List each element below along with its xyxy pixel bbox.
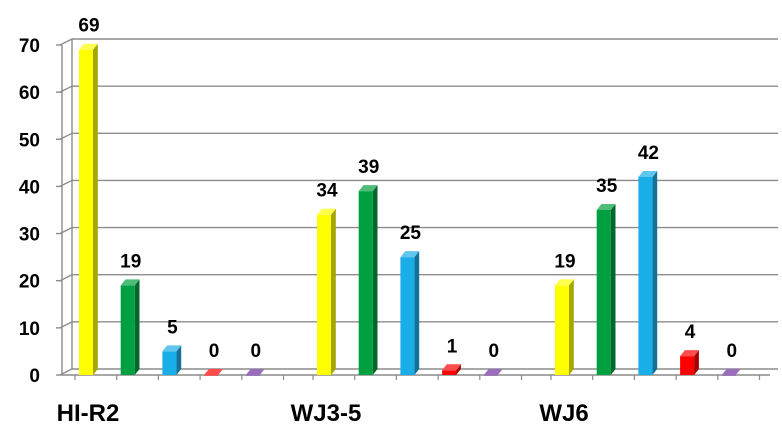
bar-top: [358, 185, 378, 192]
bar-front: [442, 370, 457, 375]
bar-side: [456, 364, 461, 375]
bar-top: [79, 43, 98, 50]
bar-top: [555, 279, 574, 286]
bar: [317, 208, 336, 375]
gridline: [59, 38, 778, 46]
data-label: 5: [167, 317, 178, 338]
bar-top: [442, 364, 461, 371]
bar-side: [694, 350, 699, 375]
bar-side: [414, 251, 420, 375]
bar: [358, 185, 378, 375]
bar-front: [555, 285, 569, 375]
bar: [596, 204, 616, 375]
data-label: 0: [209, 341, 220, 362]
y-tick-label: 0: [29, 366, 40, 387]
bar-top: [120, 279, 140, 286]
bar-front: [120, 285, 135, 375]
bar-front: [400, 257, 415, 375]
bar-front: [317, 214, 331, 375]
data-label: 42: [638, 143, 659, 164]
data-label: 34: [316, 181, 338, 202]
data-label: 0: [489, 341, 500, 362]
bar: [555, 279, 574, 375]
bar-front: [162, 351, 177, 375]
y-tick-label: 50: [19, 130, 40, 151]
y-tick-label: 40: [19, 177, 40, 198]
bar-top: [638, 171, 658, 177]
data-label: 39: [358, 157, 379, 178]
bar-top: [317, 208, 336, 215]
bar-side: [610, 204, 616, 375]
bar-front: [204, 375, 219, 376]
bar-top: [721, 369, 741, 375]
bar-side: [134, 279, 140, 375]
y-axis-ticks: 0 10 20 30 40 50 60 70: [19, 36, 40, 387]
y-tick-label: 20: [19, 272, 40, 293]
y-tick-label: 30: [19, 225, 40, 246]
bar-side: [93, 43, 98, 375]
bar: [638, 171, 658, 375]
data-label: 4: [685, 322, 696, 343]
y-tick-label: 10: [19, 319, 40, 340]
bar: [79, 43, 98, 375]
y-tick-label: 70: [19, 36, 40, 57]
bar: [680, 350, 699, 375]
bar-side: [569, 279, 574, 375]
bar-front: [358, 191, 373, 375]
data-labels: 69 19 5 0 0 34 39 25 1 0 19 35 42 4 0: [78, 16, 737, 362]
category-label: WJ6: [539, 400, 588, 427]
data-label: 25: [400, 223, 422, 244]
bars: [79, 43, 741, 376]
bar: [204, 369, 223, 376]
bar-front: [596, 210, 611, 375]
bar-side: [176, 345, 182, 375]
data-label: 0: [251, 341, 262, 362]
bar-front: [245, 375, 260, 376]
gridline: [59, 85, 778, 93]
bar-side: [372, 185, 378, 375]
data-label: 69: [78, 16, 99, 37]
bar-front: [638, 177, 653, 375]
bar-top: [162, 345, 182, 352]
bar-side: [331, 208, 336, 375]
bar-top: [596, 204, 616, 210]
category-label: HI-R2: [57, 400, 120, 427]
data-label: 19: [554, 251, 575, 272]
data-label: 1: [447, 336, 458, 357]
bar-top: [245, 369, 265, 375]
data-label: 19: [120, 251, 141, 272]
gridline: [59, 132, 778, 140]
gridline: [59, 179, 778, 188]
bar-side: [652, 171, 658, 375]
y-tick-label: 60: [19, 83, 40, 104]
category-labels: HI-R2 WJ3-5 WJ6: [57, 400, 589, 427]
bar-top: [680, 350, 699, 357]
bar: [721, 369, 741, 376]
bar: [483, 369, 503, 376]
category-label: WJ3-5: [291, 400, 362, 427]
bar: [400, 251, 420, 375]
bar-front: [721, 375, 736, 376]
bar-front: [483, 375, 498, 376]
bar: [442, 364, 461, 375]
bar: [120, 279, 140, 375]
bar-front: [680, 356, 695, 375]
data-label: 35: [596, 176, 618, 197]
bar: [162, 345, 182, 375]
bar-top: [204, 369, 223, 375]
bar: [245, 369, 265, 376]
bar-top: [400, 251, 420, 258]
data-label: 0: [727, 341, 738, 362]
bar-top: [483, 369, 503, 375]
bar-front: [79, 49, 93, 375]
